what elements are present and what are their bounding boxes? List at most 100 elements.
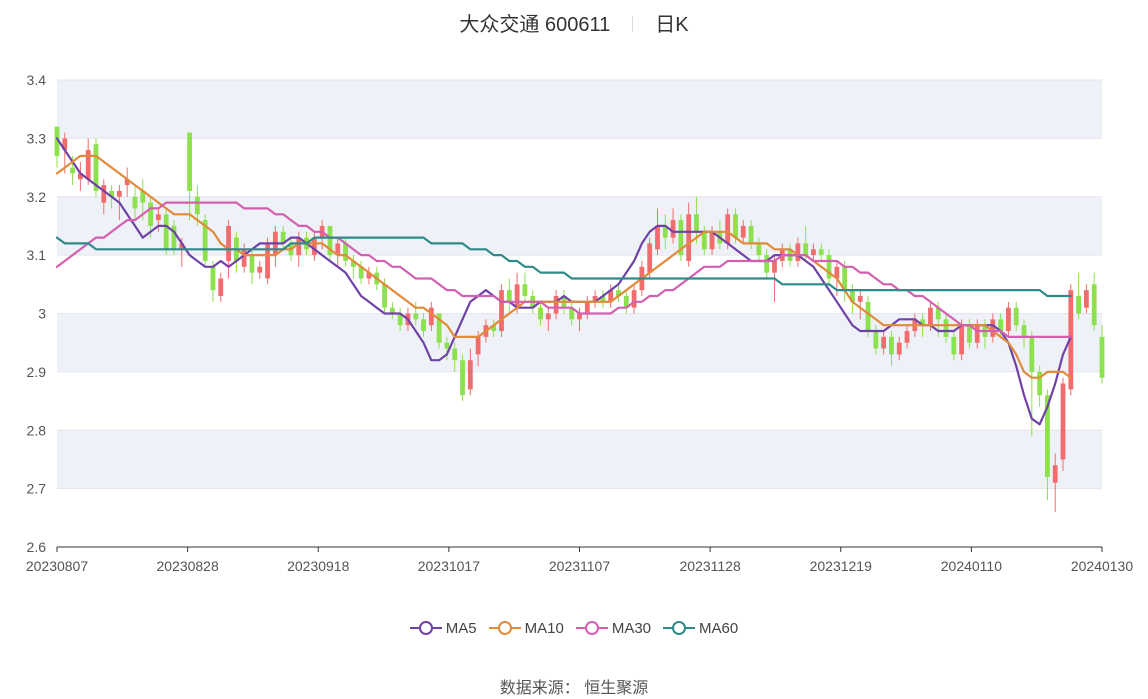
candle-body bbox=[163, 214, 169, 250]
candle-body bbox=[943, 319, 949, 337]
x-tick-label: 20231017 bbox=[418, 558, 481, 574]
candle-body bbox=[124, 179, 130, 186]
x-tick-label: 20231107 bbox=[549, 558, 610, 574]
legend-item-ma10[interactable]: MA10 bbox=[488, 620, 564, 637]
ma-line-ma5 bbox=[55, 137, 1072, 426]
kline-chart: 2.6 2.7 2.8 2.9 3 3.1 3.2 3.3 3.4 20230807 2023082… bbox=[26, 72, 1134, 574]
candle-body bbox=[522, 284, 528, 296]
candle-body bbox=[935, 307, 941, 320]
candle-body bbox=[140, 190, 146, 203]
candle-body bbox=[647, 243, 653, 273]
grid-band bbox=[57, 80, 1102, 139]
candle-body bbox=[631, 290, 637, 308]
legend-label: MA60 bbox=[699, 620, 739, 637]
legend: MA5 MA10 MA30 MA60 bbox=[0, 620, 1148, 637]
candle-body bbox=[928, 307, 933, 326]
candle-body bbox=[748, 225, 754, 244]
candle-body bbox=[670, 220, 676, 238]
legend-marker-icon bbox=[409, 621, 442, 635]
candle-body bbox=[740, 225, 746, 238]
legend-label: MA30 bbox=[611, 620, 652, 637]
source-label: 数据来源： bbox=[499, 680, 580, 697]
candle-body bbox=[974, 325, 980, 343]
candle-body bbox=[444, 342, 450, 349]
candle-body bbox=[553, 295, 559, 314]
y-tick-label: 3.3 bbox=[27, 130, 47, 146]
legend-label: MA10 bbox=[524, 620, 564, 637]
candle-body bbox=[795, 243, 801, 261]
chart-title: 大众交通 600611 日K bbox=[0, 8, 1148, 37]
candle-body bbox=[343, 243, 348, 261]
candle-body bbox=[842, 266, 848, 291]
candle-body bbox=[826, 255, 832, 279]
candle-body bbox=[366, 272, 372, 279]
data-source: 数据来源： 恒生聚源 bbox=[0, 674, 1148, 698]
candle-body bbox=[202, 220, 208, 261]
candle-body bbox=[132, 196, 138, 209]
candle-body bbox=[538, 307, 543, 320]
candle-body bbox=[1029, 336, 1035, 372]
source-value: 恒生聚源 bbox=[584, 680, 649, 697]
candle-body bbox=[93, 144, 99, 191]
candle-body bbox=[116, 190, 122, 197]
candle-body bbox=[725, 214, 731, 244]
candle-body bbox=[756, 243, 762, 256]
candle-body bbox=[148, 202, 153, 226]
candle-body bbox=[296, 237, 302, 256]
y-tick-label: 2.6 bbox=[27, 539, 47, 555]
candle-body bbox=[179, 243, 185, 250]
x-tick-label: 20230807 bbox=[26, 558, 89, 574]
candle-body bbox=[655, 225, 660, 250]
candle-body bbox=[959, 325, 965, 355]
x-tick-label: 20240110 bbox=[941, 558, 1002, 574]
candle-body bbox=[210, 266, 216, 291]
candle-body bbox=[811, 249, 816, 256]
candle-body bbox=[623, 295, 629, 308]
legend-item-ma30[interactable]: MA30 bbox=[575, 620, 652, 637]
grid-band bbox=[57, 430, 1102, 489]
candle-body bbox=[506, 290, 512, 302]
x-tick-label: 20230918 bbox=[287, 558, 350, 574]
candle-body bbox=[662, 225, 668, 238]
candle-body bbox=[1052, 465, 1058, 483]
ma-line-ma60 bbox=[55, 236, 1072, 298]
candle-body bbox=[904, 331, 910, 343]
candle-body bbox=[701, 231, 707, 250]
x-tick-label: 20231219 bbox=[810, 558, 873, 574]
candle-body bbox=[998, 319, 1004, 332]
candle-body bbox=[452, 348, 458, 361]
candle-body bbox=[62, 138, 68, 151]
legend-marker-icon bbox=[663, 621, 696, 635]
y-tick-label: 2.9 bbox=[27, 364, 47, 380]
candle-body bbox=[694, 214, 699, 232]
candle-body bbox=[1045, 395, 1050, 477]
candle-body bbox=[1099, 336, 1105, 378]
candle-body bbox=[171, 225, 177, 250]
candle-body bbox=[382, 284, 387, 308]
candle-body bbox=[803, 243, 809, 256]
y-tick-label: 3.2 bbox=[27, 189, 47, 205]
candle-body bbox=[1013, 307, 1019, 326]
x-tick-label: 20231128 bbox=[680, 558, 741, 574]
candle-body bbox=[818, 249, 824, 256]
ma-line-ma10 bbox=[55, 154, 1072, 379]
legend-item-ma5[interactable]: MA5 bbox=[409, 620, 477, 637]
candle-body bbox=[1037, 371, 1043, 396]
candle-body bbox=[54, 126, 60, 156]
y-tick-label: 2.8 bbox=[27, 422, 47, 438]
candle-body bbox=[194, 196, 200, 215]
candle-body bbox=[491, 325, 497, 332]
candle-body bbox=[257, 266, 263, 273]
legend-item-ma60[interactable]: MA60 bbox=[663, 620, 738, 637]
candle-body bbox=[865, 301, 871, 332]
candle-body bbox=[577, 313, 582, 320]
candle-body bbox=[155, 214, 161, 221]
y-tick-label: 3.4 bbox=[27, 72, 47, 88]
candle-body bbox=[350, 260, 356, 267]
candle-body bbox=[413, 313, 419, 320]
candle-body bbox=[834, 266, 840, 279]
candle-body bbox=[241, 249, 247, 267]
x-tick-label: 20240130 bbox=[1071, 558, 1134, 574]
y-tick-label: 3.1 bbox=[27, 247, 47, 263]
candle-body bbox=[335, 243, 341, 256]
